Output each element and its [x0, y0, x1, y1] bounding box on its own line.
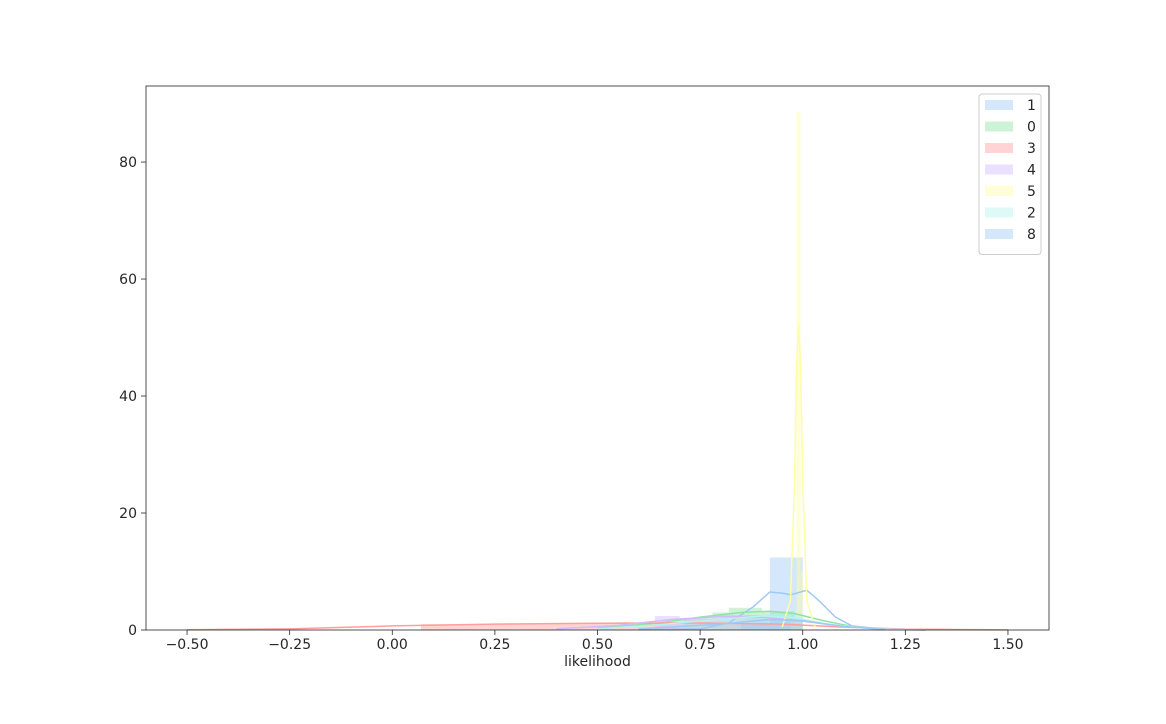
- x-tick-label: 1.00: [787, 637, 818, 653]
- series-3-bars: [421, 622, 803, 630]
- bar-series-5-1: [796, 112, 801, 631]
- y-tick-label: 40: [119, 389, 137, 405]
- kde-line-series-5: [781, 324, 816, 628]
- x-tick-label: 1.50: [992, 637, 1023, 653]
- x-axis: −0.50 −0.25 0.00 0.25 0.50 0.75 1.00 1.25 1.50: [166, 630, 1024, 653]
- plot-area: [187, 112, 1008, 631]
- legend-swatch-5: [985, 186, 1013, 196]
- x-tick-label: 0.00: [377, 637, 408, 653]
- bar-series-1-1: [745, 615, 770, 630]
- y-axis: 0 20 40 60 80: [119, 155, 146, 639]
- x-tick-label: −0.50: [166, 637, 209, 653]
- y-tick-label: 80: [119, 155, 137, 171]
- legend-label-4: 4: [1027, 163, 1036, 179]
- y-tick-label: 20: [119, 506, 137, 522]
- legend-swatch-1: [985, 100, 1013, 110]
- bar-series-3-2: [618, 622, 721, 630]
- bar-series-4-1: [679, 618, 721, 630]
- legend-label-0: 0: [1027, 120, 1036, 136]
- bar-series-5-2: [800, 571, 803, 630]
- y-tick-label: 60: [119, 272, 137, 288]
- y-tick-label: 0: [128, 623, 137, 639]
- bar-series-3-0: [421, 624, 516, 630]
- legend-swatch-0: [985, 121, 1013, 132]
- plot-frame: [145, 85, 1050, 631]
- bar-series-1-0: [712, 625, 746, 630]
- x-tick-label: 1.25: [890, 637, 921, 653]
- x-tick-label: 0.75: [685, 637, 716, 653]
- legend-label-3: 3: [1027, 141, 1036, 157]
- kde-line-series-8: [638, 618, 885, 631]
- legend-label-1: 1: [1027, 98, 1036, 114]
- legend-label-2: 2: [1027, 206, 1036, 222]
- legend: 1 0 3 4 5 2 8: [978, 93, 1042, 255]
- legend-box: [978, 93, 1042, 255]
- bar-series-3-3: [720, 623, 803, 630]
- x-tick-label: −0.25: [268, 637, 311, 653]
- x-tick-label: 0.50: [582, 637, 613, 653]
- bar-series-0-0: [683, 618, 713, 630]
- legend-label-5: 5: [1027, 184, 1036, 200]
- legend-label-8: 8: [1027, 227, 1036, 243]
- x-axis-label: likelihood: [564, 654, 631, 670]
- legend-swatch-8: [985, 229, 1013, 239]
- x-tick-label: 0.25: [479, 637, 510, 653]
- bar-series-8-0: [741, 622, 770, 630]
- legend-swatch-3: [985, 143, 1013, 153]
- bar-series-3-1: [515, 623, 619, 630]
- legend-swatch-2: [985, 207, 1013, 218]
- legend-swatch-4: [985, 164, 1013, 175]
- kde-line-series-1: [638, 589, 926, 631]
